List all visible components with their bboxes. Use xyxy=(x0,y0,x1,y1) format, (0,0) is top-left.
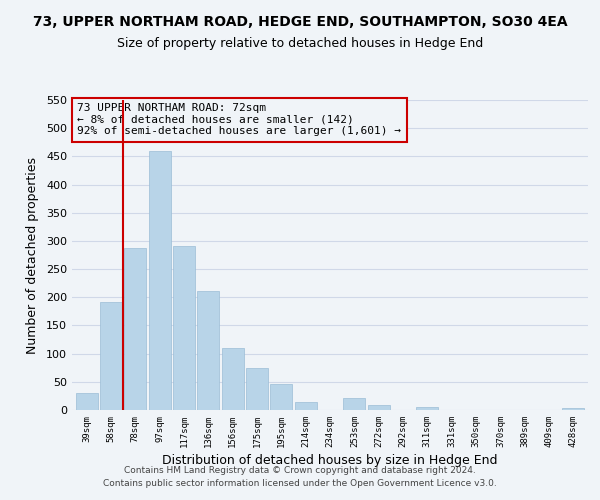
Text: 73, UPPER NORTHAM ROAD, HEDGE END, SOUTHAMPTON, SO30 4EA: 73, UPPER NORTHAM ROAD, HEDGE END, SOUTH… xyxy=(32,15,568,29)
Bar xyxy=(124,248,146,410)
Bar xyxy=(100,302,122,410)
Bar xyxy=(368,406,389,410)
X-axis label: Distribution of detached houses by size in Hedge End: Distribution of detached houses by size … xyxy=(162,454,498,467)
Bar xyxy=(221,348,244,410)
Bar xyxy=(173,246,195,410)
Bar xyxy=(416,407,439,410)
Bar xyxy=(343,398,365,410)
Y-axis label: Number of detached properties: Number of detached properties xyxy=(26,156,39,354)
Bar xyxy=(76,393,98,410)
Bar xyxy=(271,384,292,410)
Bar xyxy=(197,290,219,410)
Bar xyxy=(149,152,170,410)
Bar xyxy=(562,408,584,410)
Bar xyxy=(246,368,268,410)
Text: 73 UPPER NORTHAM ROAD: 72sqm
← 8% of detached houses are smaller (142)
92% of se: 73 UPPER NORTHAM ROAD: 72sqm ← 8% of det… xyxy=(77,103,401,136)
Text: Size of property relative to detached houses in Hedge End: Size of property relative to detached ho… xyxy=(117,38,483,51)
Bar xyxy=(295,402,317,410)
Text: Contains HM Land Registry data © Crown copyright and database right 2024.
Contai: Contains HM Land Registry data © Crown c… xyxy=(103,466,497,487)
